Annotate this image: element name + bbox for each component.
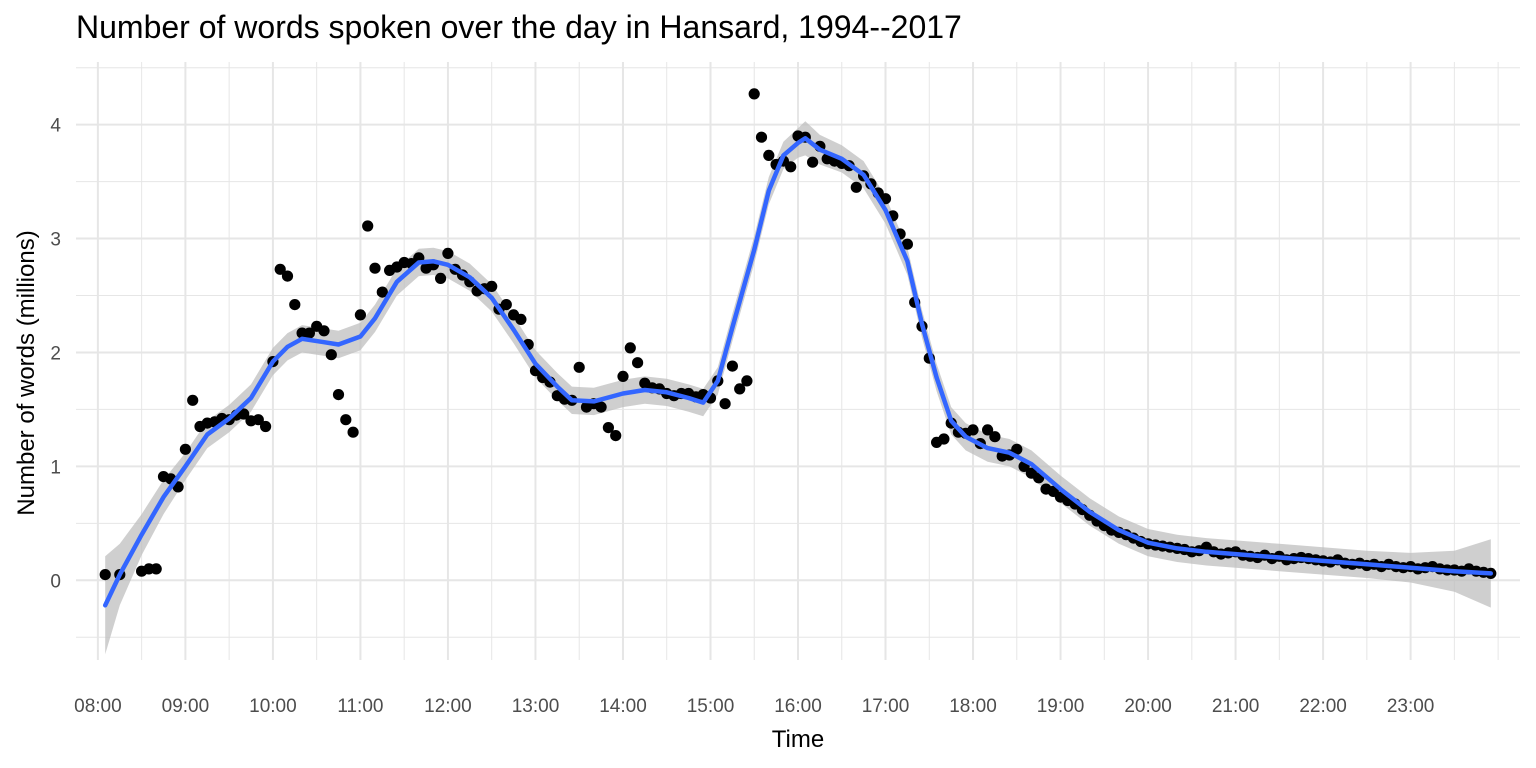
data-point (289, 299, 301, 311)
y-axis-title: Number of words (millions) (13, 230, 40, 515)
data-point (602, 422, 615, 434)
data-point (347, 426, 359, 438)
x-tick-label: 14:00 (599, 696, 647, 717)
x-tick-label: 09:00 (162, 696, 210, 717)
data-point (734, 383, 746, 395)
data-point (982, 424, 994, 436)
data-point (741, 375, 753, 387)
x-tick-label: 12:00 (424, 696, 472, 717)
data-point (187, 394, 199, 406)
data-point (610, 430, 622, 442)
grid (76, 62, 1520, 660)
data-point (624, 342, 636, 354)
data-point (179, 443, 191, 455)
chart-title: Number of words spoken over the day in H… (76, 9, 962, 45)
x-tick-label: 10:00 (249, 696, 297, 717)
y-tick-label: 2 (50, 344, 61, 365)
y-tick-labels: 0 1 2 3 4 (50, 116, 61, 593)
data-point (938, 433, 950, 445)
data-point (755, 131, 768, 143)
data-point (376, 286, 388, 298)
data-point (325, 349, 337, 361)
data-point (617, 370, 629, 382)
data-point (435, 272, 447, 284)
smooth-curve (102, 136, 1494, 608)
data-point (989, 431, 1001, 443)
y-tick-label: 1 (50, 457, 61, 478)
data-point (632, 357, 644, 369)
x-tick-label: 22:00 (1299, 696, 1347, 717)
data-point (486, 280, 498, 292)
data-point (332, 389, 345, 401)
data-point (303, 327, 315, 339)
x-tick-label: 11:00 (337, 696, 383, 717)
data-point (748, 88, 760, 100)
data-point (967, 424, 979, 436)
x-tick-label: 08:00 (74, 696, 122, 717)
data-point (850, 181, 862, 193)
x-tick-label: 17:00 (862, 696, 910, 717)
data-point (1011, 443, 1023, 455)
data-point (99, 569, 111, 581)
data-point (238, 408, 250, 420)
x-tick-label: 16:00 (774, 696, 822, 717)
y-tick-label: 0 (50, 571, 61, 592)
data-point (719, 398, 731, 410)
data-point (369, 262, 381, 274)
x-tick-label: 21:00 (1212, 696, 1260, 717)
data-point (785, 161, 797, 173)
x-tick-labels: 08:00 09:00 10:00 11:00 12:00 13:00 14:00 15:00… (74, 696, 1434, 717)
y-tick-label: 3 (50, 230, 61, 251)
data-point (515, 313, 527, 325)
x-tick-label: 15:00 (687, 696, 735, 717)
data-point (281, 270, 294, 282)
data-point (150, 563, 162, 575)
x-tick-label: 19:00 (1037, 696, 1085, 717)
data-point (442, 247, 454, 259)
data-point (763, 149, 775, 161)
data-point (252, 414, 264, 426)
data-point (260, 420, 272, 433)
data-point (274, 263, 286, 275)
data-point (354, 309, 366, 321)
data-point (318, 325, 330, 337)
data-point (901, 238, 914, 250)
x-tick-label: 13:00 (512, 696, 560, 717)
data-point (573, 361, 585, 373)
data-point (340, 414, 352, 426)
data-point (807, 156, 819, 168)
data-point (500, 299, 512, 311)
data-point (726, 360, 739, 372)
x-tick-label: 23:00 (1387, 696, 1435, 717)
x-tick-label: 20:00 (1124, 696, 1172, 717)
smooth-line (102, 136, 1494, 608)
x-axis-title: Time (772, 726, 824, 753)
data-point (362, 220, 374, 232)
data-point (595, 401, 607, 413)
x-tick-label: 18:00 (949, 696, 997, 717)
y-tick-label: 4 (50, 116, 61, 137)
